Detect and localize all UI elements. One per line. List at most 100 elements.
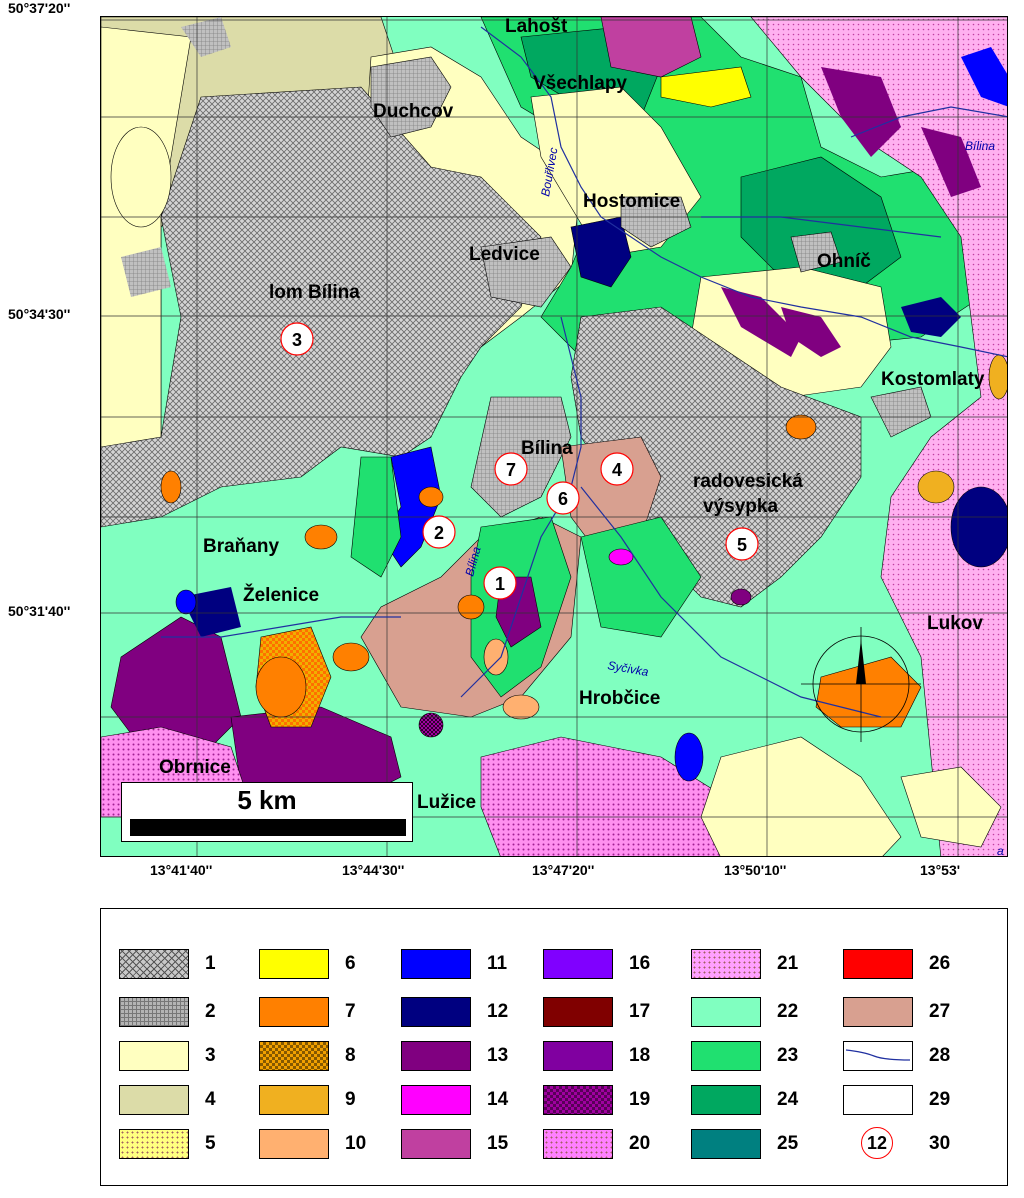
unit-15-area-north xyxy=(600,17,702,78)
unit-7-area-lukov xyxy=(815,656,922,728)
legend-swatch-13 xyxy=(401,1041,471,1071)
legend-swatch-2 xyxy=(119,997,189,1027)
legend-item-13: 13 xyxy=(401,1041,561,1071)
place-label-lom-bilina: lom Bílina xyxy=(269,282,360,303)
legend-item-25: 25 xyxy=(691,1129,851,1159)
legend-item-20: 20 xyxy=(543,1129,703,1159)
legend-item-12: 12 xyxy=(401,997,561,1027)
legend-item-22: 22 xyxy=(691,997,851,1027)
place-label-radovesicka: radovesická xyxy=(693,471,803,492)
unit-6-area-north xyxy=(660,66,752,108)
unit-13-blob-1 xyxy=(730,588,752,606)
place-label-hostomice: Hostomice xyxy=(583,191,680,212)
legend-swatch-8 xyxy=(259,1041,329,1071)
unit-12-blob-1 xyxy=(950,486,1007,568)
legend-number-10: 10 xyxy=(345,1133,367,1154)
place-label-luzice: Lužice xyxy=(417,792,476,813)
legend-item-30: 12 30 xyxy=(843,1127,1003,1159)
legend-number-7: 7 xyxy=(345,1001,356,1022)
legend-swatch-17 xyxy=(543,997,613,1027)
town-ohnic xyxy=(790,231,842,273)
legend-number-16: 16 xyxy=(629,953,651,974)
unit-10-blob-2 xyxy=(483,638,509,676)
legend-number-30: 30 xyxy=(929,1133,951,1154)
town-ledvice xyxy=(480,236,572,308)
legend-number-20: 20 xyxy=(629,1133,651,1154)
legend-item-11: 11 xyxy=(401,949,561,979)
unit-7-blob-2 xyxy=(457,594,485,620)
legend-swatch-12 xyxy=(401,997,471,1027)
legend-swatch-27 xyxy=(843,997,913,1027)
legend-item-17: 17 xyxy=(543,997,703,1027)
unit-7-blob-5 xyxy=(785,414,817,440)
legend-swatch-22 xyxy=(691,997,761,1027)
legend-item-4: 4 xyxy=(119,1085,279,1115)
site-marker-7: 7 xyxy=(494,452,528,486)
svg-text:6: 6 xyxy=(558,489,568,509)
river-label-edge: a xyxy=(997,844,1004,857)
site-marker-6: 6 xyxy=(546,481,580,515)
legend-item-7: 7 xyxy=(259,997,419,1027)
site-marker-1: 1 xyxy=(483,566,517,600)
place-label-lahost: Lahošt xyxy=(505,17,568,37)
legend-item-24: 24 xyxy=(691,1085,851,1115)
legend-item-8: 8 xyxy=(259,1041,419,1071)
legend-number-1: 1 xyxy=(205,953,216,974)
longitude-label-4: 13°50'10'' xyxy=(724,862,787,878)
place-label-duchcov: Duchcov xyxy=(373,101,454,122)
legend-number-4: 4 xyxy=(205,1089,216,1110)
legend-swatch-6 xyxy=(259,949,329,979)
town-nw xyxy=(181,17,231,57)
latitude-label-middle: 50°34'30'' xyxy=(8,306,71,322)
unit-12-area-ledvice xyxy=(570,216,632,288)
legend-number-28: 28 xyxy=(929,1045,951,1066)
legend-number-23: 23 xyxy=(777,1045,799,1066)
legend-item-19: 19 xyxy=(543,1085,703,1115)
legend-swatch-9 xyxy=(259,1085,329,1115)
legend-item-3: 3 xyxy=(119,1041,279,1071)
legend-swatch-3 xyxy=(119,1041,189,1071)
legend-item-28: 28 xyxy=(843,1041,1003,1071)
legend-number-19: 19 xyxy=(629,1089,651,1110)
legend-item-16: 16 xyxy=(543,949,703,979)
place-label-bilina: Bílina xyxy=(521,438,573,459)
map-legend: 1 2 3 4 5 6 7 8 9 10 11 12 13 14 15 16 17 18 19 20 21 22 23 24 2… xyxy=(100,908,1008,1186)
unit-12-area-kostomlaty xyxy=(901,297,961,337)
legend-swatch-28 xyxy=(843,1041,913,1071)
legend-swatch-26 xyxy=(843,949,913,979)
legend-swatch-14 xyxy=(401,1085,471,1115)
place-label-vysypka: výsypka xyxy=(703,496,778,517)
unit-9-blob-1 xyxy=(917,470,955,504)
legend-swatch-21 xyxy=(691,949,761,979)
legend-item-1: 1 xyxy=(119,949,279,979)
town-west xyxy=(121,247,171,297)
place-label-kostomlaty: Kostomlaty xyxy=(881,369,985,390)
legend-item-27: 27 xyxy=(843,997,1003,1027)
legend-swatch-29 xyxy=(843,1085,913,1115)
legend-number-9: 9 xyxy=(345,1089,356,1110)
legend-number-2: 2 xyxy=(205,1001,216,1022)
legend-number-8: 8 xyxy=(345,1045,356,1066)
town-hostomice xyxy=(620,196,692,248)
legend-item-29: 29 xyxy=(843,1085,1003,1115)
svg-text:2: 2 xyxy=(434,523,444,543)
unit-7-blob-6 xyxy=(304,524,338,550)
svg-text:1: 1 xyxy=(495,574,505,594)
legend-number-3: 3 xyxy=(205,1045,216,1066)
legend-swatch-19 xyxy=(543,1085,613,1115)
legend-number-29: 29 xyxy=(929,1089,951,1110)
legend-item-6: 6 xyxy=(259,949,419,979)
legend-swatch-18 xyxy=(543,1041,613,1071)
legend-swatch-20 xyxy=(543,1129,613,1159)
place-label-lukov: Lukov xyxy=(927,613,983,634)
svg-text:7: 7 xyxy=(506,460,516,480)
unit-19-blob-1 xyxy=(418,712,444,738)
legend-item-9: 9 xyxy=(259,1085,419,1115)
unit-10-blob-1 xyxy=(502,694,540,720)
scale-bar-box: 5 km xyxy=(121,782,413,842)
unit-13-streak-2 xyxy=(781,307,841,357)
legend-swatch-30: 12 xyxy=(843,1127,913,1159)
site-marker-2: 2 xyxy=(422,515,456,549)
unit-11-blob-2 xyxy=(175,589,197,615)
legend-number-11: 11 xyxy=(487,953,508,974)
